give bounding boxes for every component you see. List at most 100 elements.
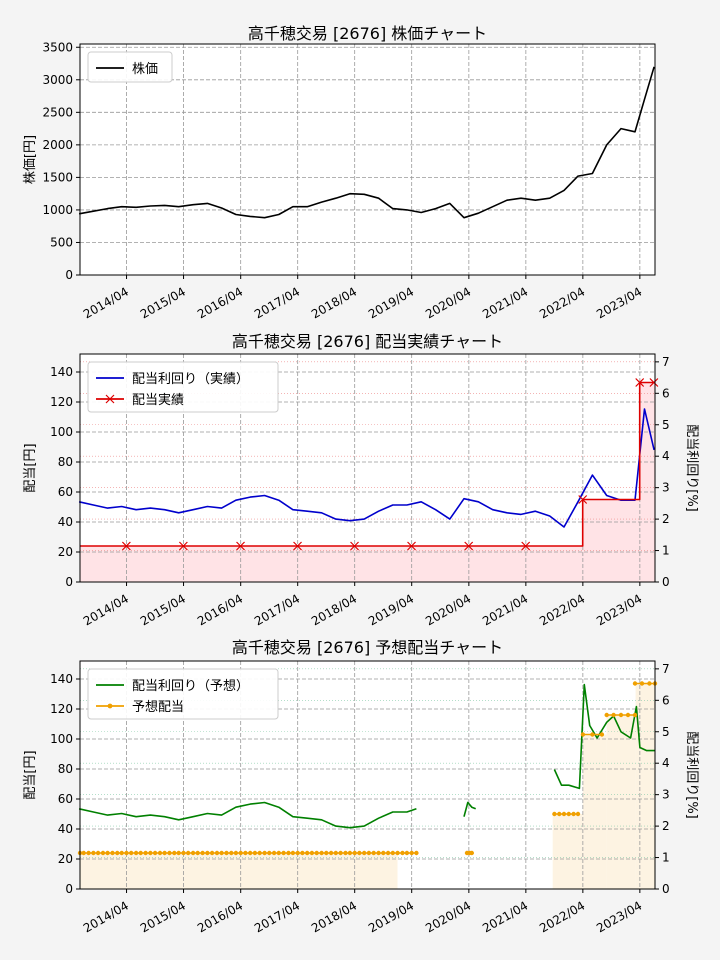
- legend-box: [87, 51, 173, 83]
- forecast-dividend-marker: [286, 850, 291, 856]
- dividend-marker: [464, 541, 474, 551]
- forecast-dividend-marker: [138, 850, 143, 856]
- series-line: [80, 381, 655, 547]
- forecast-dividend-marker: [91, 850, 96, 856]
- y-tick-label: 40: [58, 515, 73, 529]
- y-tick-label: 80: [58, 762, 73, 776]
- legend-label: 配当利回り（予想）: [132, 678, 249, 694]
- y-tick-label: 100: [50, 732, 73, 746]
- chart-title: 高千穂交易 [2676] 株価チャート: [248, 24, 487, 43]
- forecast-dividend-marker: [119, 850, 124, 856]
- forecast-dividend-marker: [414, 850, 419, 856]
- y-tick-label: 20: [58, 852, 73, 866]
- forecast-dividend-marker: [290, 850, 296, 856]
- forecast-dividend-marker: [319, 850, 324, 856]
- forecast-dividend-marker: [133, 850, 139, 856]
- forecast-dividend-marker: [200, 850, 205, 856]
- forecast-dividend-marker: [86, 850, 91, 856]
- forecast-dividend-marker: [219, 850, 224, 856]
- y2-tick-label: 1: [662, 544, 670, 558]
- series-line: [78, 801, 417, 829]
- y2-tick-label: 3: [662, 788, 670, 802]
- y-tick-label: 3000: [42, 73, 73, 87]
- series-line: [463, 801, 477, 817]
- chart-title: 高千穂交易 [2676] 予想配当チャート: [232, 638, 503, 657]
- y2-tick-label: 4: [662, 449, 670, 463]
- forecast-dividend-marker: [395, 850, 400, 856]
- legend: 配当利回り（予想） 予想配当: [87, 668, 279, 720]
- forecast-dividend-marker: [314, 850, 319, 856]
- y-tick-label: 500: [50, 235, 73, 249]
- forecast-dividend-marker: [233, 850, 239, 856]
- forecast-dividend-marker: [124, 850, 129, 856]
- y-tick-label: 80: [58, 455, 73, 469]
- y-tick-label: 120: [50, 702, 73, 716]
- forecast-dividend-marker: [205, 850, 210, 856]
- y2-tick-label: 6: [662, 386, 670, 400]
- forecast-dividend-marker: [129, 850, 134, 856]
- dividend-marker: [521, 541, 531, 551]
- dividend-marker: [293, 541, 302, 551]
- forecast-dividend-marker: [552, 811, 557, 817]
- forecast-area-fill: [552, 814, 583, 889]
- forecast-dividend-marker: [209, 850, 215, 856]
- series-line: [78, 408, 655, 528]
- forecast-dividend-marker: [276, 850, 281, 856]
- forecast-dividend-marker: [618, 712, 624, 718]
- forecast-dividend-marker: [409, 850, 414, 856]
- forecast-dividend-marker: [267, 850, 272, 856]
- y-tick-label: 0: [65, 575, 73, 589]
- y-tick-label: 2000: [42, 138, 73, 152]
- forecast-dividend-marker: [152, 850, 158, 856]
- forecast-dividend-marker: [366, 850, 372, 856]
- forecast-dividend-marker: [338, 850, 343, 856]
- y-axis-label: 配当[円]: [23, 750, 38, 799]
- y2-axis-label: 配当利回り[%]: [684, 424, 699, 512]
- forecast-dividend-marker: [238, 850, 243, 856]
- y2-tick-label: 1: [662, 851, 670, 865]
- forecast-dividend-marker: [295, 850, 300, 856]
- y-tick-label: 140: [50, 672, 73, 686]
- forecast-dividend-marker: [357, 850, 362, 856]
- legend: 配当利回り（実績） 配当実績: [87, 361, 279, 413]
- series-line: [553, 683, 655, 790]
- y2-tick-label: 4: [662, 756, 670, 770]
- forecast-dividend-marker: [376, 850, 381, 856]
- forecast-dividend-marker: [639, 681, 645, 686]
- y-tick-label: 40: [58, 822, 73, 836]
- y-tick-label: 60: [58, 485, 73, 499]
- forecast-dividend-marker: [100, 850, 106, 856]
- forecast-dividend-marker: [176, 850, 181, 856]
- forecast-dividend-marker: [469, 850, 474, 856]
- y-tick-label: 120: [50, 395, 73, 409]
- forecast-dividend-marker: [252, 850, 258, 856]
- y-tick-label: 20: [58, 545, 73, 559]
- forecast-dividend-marker: [243, 850, 248, 856]
- dividend-marker: [178, 541, 188, 551]
- y2-tick-label: 0: [662, 882, 670, 896]
- forecast-dividend-marker: [611, 712, 616, 718]
- y2-tick-label: 0: [662, 575, 670, 589]
- forecast-dividend-marker: [105, 850, 110, 856]
- forecast-dividend-marker: [632, 712, 638, 718]
- legend: 株価: [87, 51, 173, 83]
- legend-label: 配当利回り（実績）: [132, 371, 249, 387]
- y2-tick-label: 2: [662, 819, 670, 833]
- legend-marker: [105, 394, 115, 404]
- series-line: [78, 66, 655, 219]
- forecast-dividend-marker: [281, 850, 286, 856]
- dividend-marker: [236, 541, 245, 551]
- forecast-dividend-marker: [371, 850, 376, 856]
- forecast-dividend-marker: [566, 811, 571, 817]
- legend-label: 株価: [132, 62, 158, 77]
- y2-tick-label: 3: [662, 481, 670, 495]
- y2-axis-label: 配当利回り[%]: [684, 731, 699, 819]
- y2-tick-label: 5: [662, 725, 670, 739]
- y-tick-label: 1000: [42, 203, 73, 217]
- forecast-dividend-marker: [343, 850, 348, 856]
- forecast-dividend-marker: [309, 850, 315, 856]
- forecast-dividend-marker: [172, 850, 177, 856]
- forecast-dividend-marker: [580, 732, 586, 737]
- forecast-dividend-marker: [305, 850, 310, 856]
